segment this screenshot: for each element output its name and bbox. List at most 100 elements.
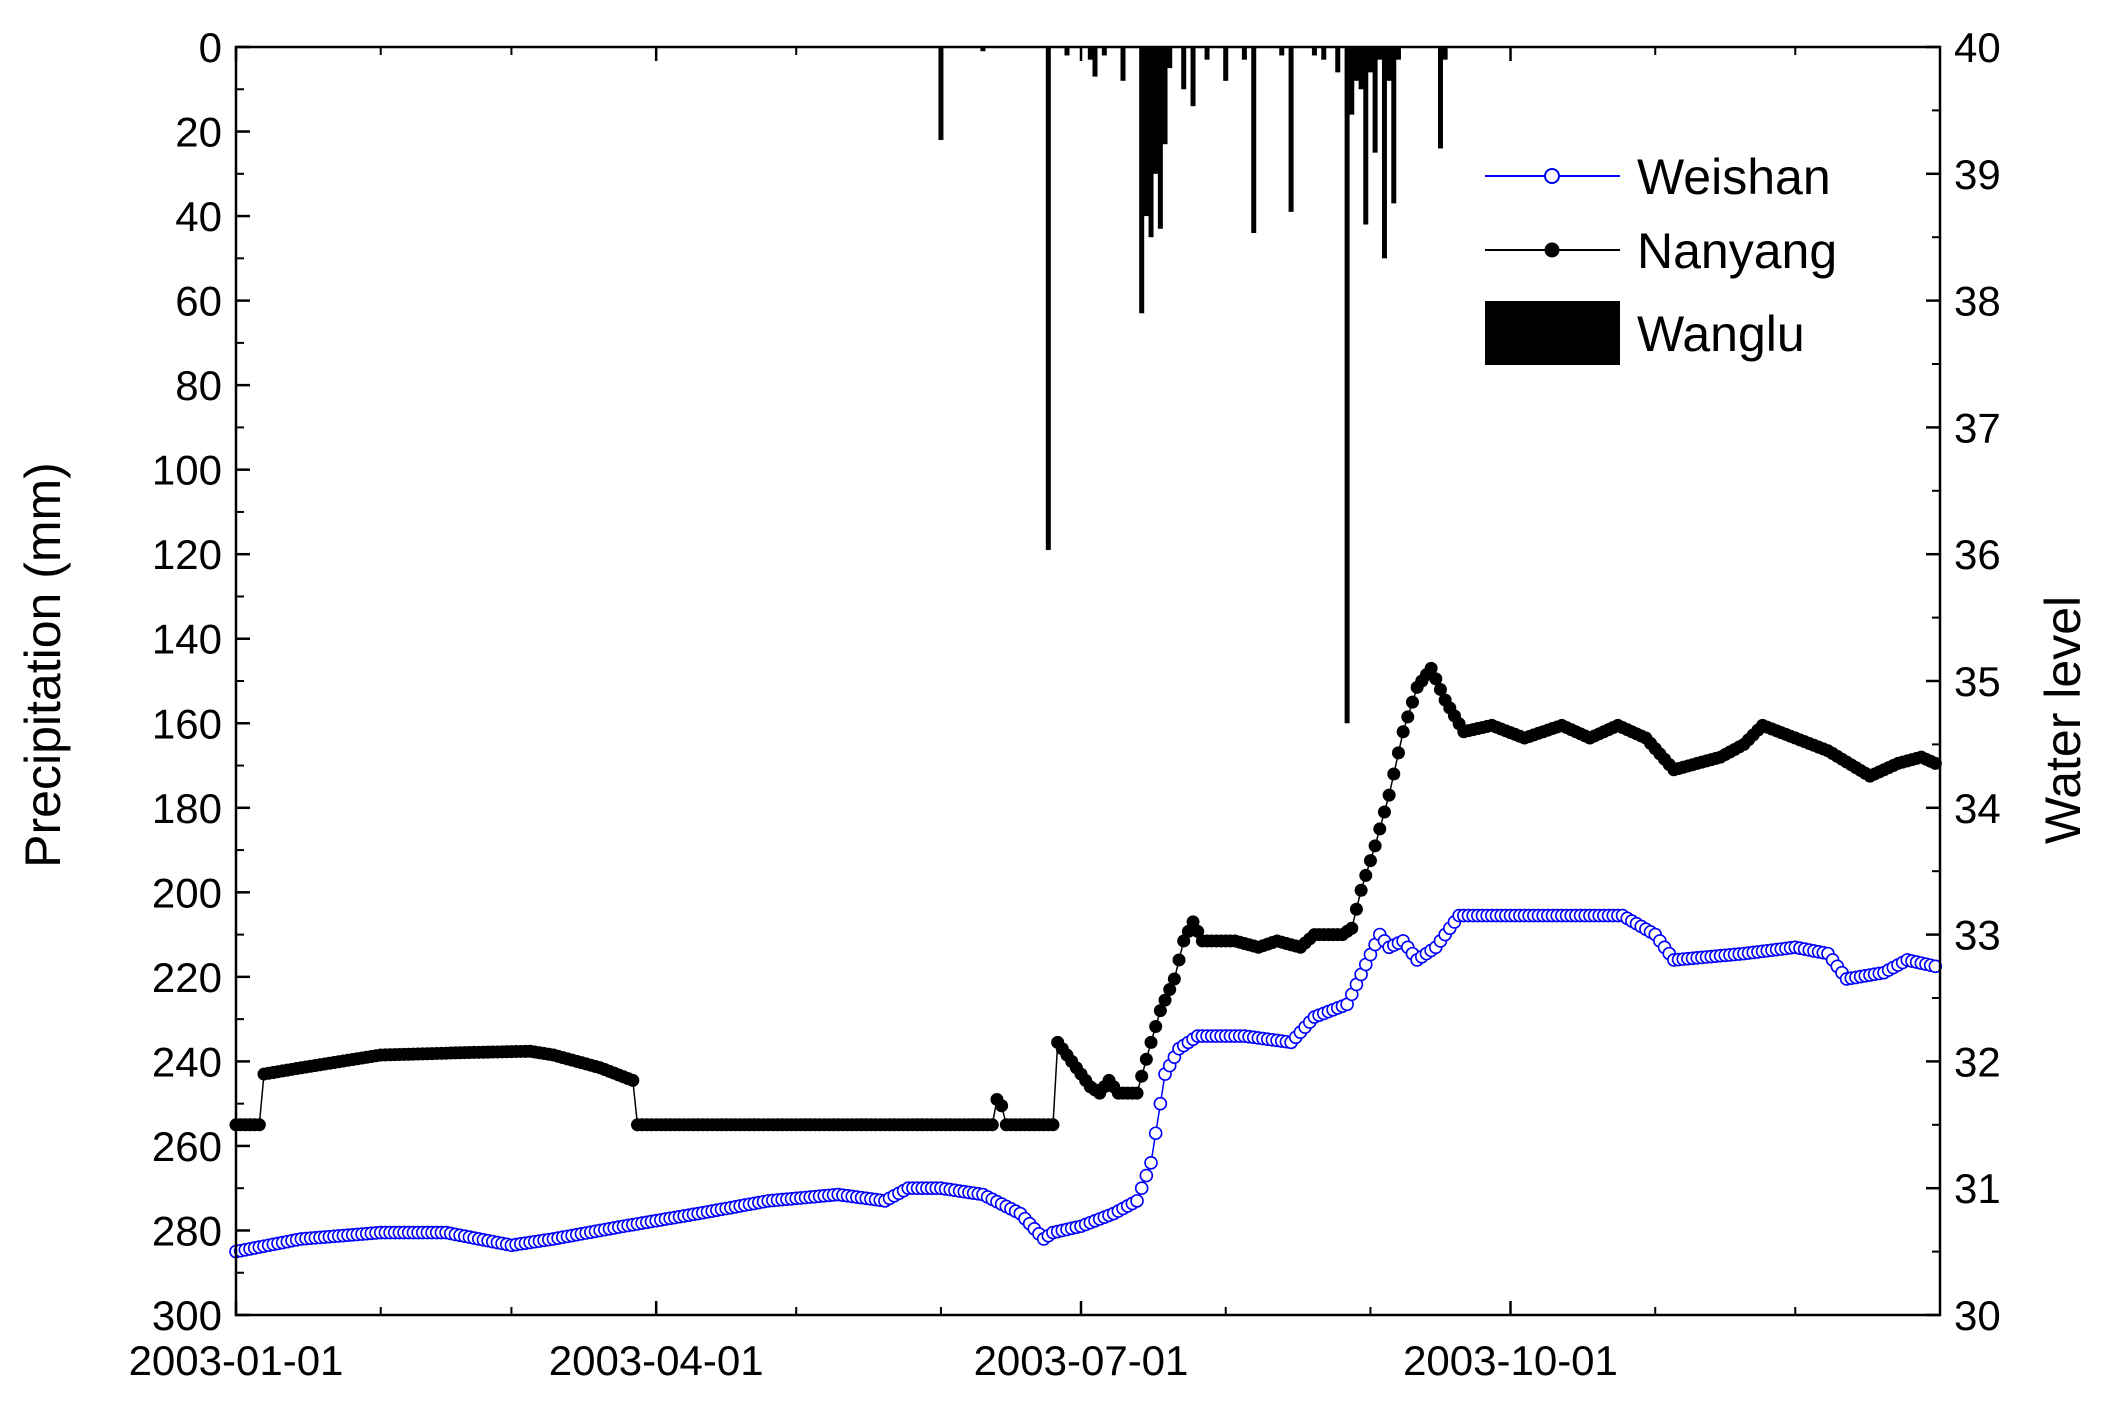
wanglu-bar	[1153, 47, 1159, 174]
nanyang-point	[1172, 953, 1186, 967]
wanglu-bar	[1367, 47, 1373, 73]
weishan-point	[1148, 1126, 1163, 1141]
wanglu-bar	[1442, 47, 1448, 60]
nanyang-point	[1345, 921, 1359, 935]
nanyang-point	[1396, 725, 1410, 739]
nanyang-point	[252, 1118, 266, 1132]
nanyang-point	[1391, 746, 1405, 760]
y-left-tick-label: 180	[152, 785, 222, 832]
nanyang-point	[1429, 672, 1443, 686]
wanglu-bar	[1437, 47, 1443, 149]
wanglu-bars	[938, 47, 1448, 724]
x-tick-label: 2003-04-01	[549, 1337, 764, 1384]
wanglu-bar	[1148, 47, 1154, 238]
wanglu-bar	[1157, 47, 1163, 229]
nanyang-point	[1153, 1004, 1167, 1018]
wanglu-bar	[1372, 47, 1378, 153]
wanglu-bar	[938, 47, 944, 140]
wanglu-bar	[1181, 47, 1187, 90]
nanyang-point	[1349, 902, 1363, 916]
y-left-tick-label: 280	[152, 1207, 222, 1254]
wanglu-bar	[1321, 47, 1327, 60]
nanyang-point	[1373, 822, 1387, 836]
wanglu-bar	[1391, 47, 1397, 204]
y-right-tick-label: 40	[1954, 24, 2001, 71]
nanyang-point	[1382, 788, 1396, 802]
wanglu-bar	[1223, 47, 1229, 81]
y-right-tick-label: 35	[1954, 658, 2001, 705]
nanyang-point	[1149, 1020, 1163, 1034]
weishan-point	[1139, 1168, 1154, 1183]
nanyang-series	[229, 661, 1942, 1132]
wanglu-bar	[1363, 47, 1369, 225]
wanglu-bar	[1204, 47, 1210, 60]
wanglu-bar	[1349, 47, 1355, 115]
y-right-tick-label: 39	[1954, 151, 2001, 198]
y-left-tick-label: 120	[152, 531, 222, 578]
nanyang-point	[1046, 1118, 1060, 1132]
y-left-tick-label: 200	[152, 869, 222, 916]
wanglu-bar	[1377, 47, 1383, 60]
nanyang-point	[1363, 854, 1377, 868]
y-right-tick-label: 38	[1954, 278, 2001, 325]
wanglu-bar	[1335, 47, 1341, 73]
nanyang-point	[1424, 661, 1438, 675]
wanglu-bar	[1190, 47, 1196, 107]
wanglu-bar	[1251, 47, 1257, 233]
y-left-axis-title: Precipitation (mm)	[15, 462, 71, 868]
wanglu-bar	[1087, 47, 1093, 60]
y-left-tick-label: 100	[152, 447, 222, 494]
x-tick-label: 2003-01-01	[129, 1337, 344, 1384]
wanglu-bar	[1167, 47, 1173, 69]
y-right-tick-label: 37	[1954, 404, 2001, 451]
wanglu-bar	[1143, 47, 1149, 217]
wanglu-bar	[1344, 47, 1350, 724]
y-right-tick-label: 34	[1954, 785, 2001, 832]
nanyang-point	[1405, 695, 1419, 709]
y-left-tick-label: 300	[152, 1292, 222, 1339]
nanyang-legend-marker	[1544, 242, 1560, 258]
y-left-tick-label: 240	[152, 1038, 222, 1085]
nanyang-point	[1387, 767, 1401, 781]
y-left-tick-label: 140	[152, 616, 222, 663]
y-right-tick-label: 36	[1954, 531, 2001, 578]
y-right-tick-label: 31	[1954, 1165, 2001, 1212]
nanyang-point	[1354, 883, 1368, 897]
wanglu-bar	[1064, 47, 1070, 56]
wanglu-bar	[1101, 47, 1107, 56]
nanyang-point	[1158, 993, 1172, 1007]
y-left-tick-label: 0	[199, 24, 222, 71]
y-left-tick-label: 260	[152, 1123, 222, 1170]
nanyang-point	[1139, 1052, 1153, 1066]
wanglu-bar	[1381, 47, 1387, 259]
y-left-tick-label: 220	[152, 954, 222, 1001]
weishan-legend-marker	[1544, 168, 1560, 184]
nanyang-point	[1135, 1069, 1149, 1083]
y-right-tick-label: 33	[1954, 912, 2001, 959]
nanyang-point	[1163, 983, 1177, 997]
nanyang-legend-label: Nanyang	[1637, 223, 1837, 279]
y-left-tick-label: 60	[175, 278, 222, 325]
nanyang-point	[995, 1099, 1009, 1113]
nanyang-point	[1167, 972, 1181, 986]
wanglu-legend-swatch	[1485, 301, 1620, 365]
weishan-legend-label: Weishan	[1637, 149, 1831, 205]
y-right-axis-title: Water level	[2035, 596, 2091, 844]
nanyang-point	[626, 1073, 640, 1087]
nanyang-point	[1359, 868, 1373, 882]
wanglu-bar	[1288, 47, 1294, 212]
wanglu-bar	[1092, 47, 1098, 77]
y-right-tick-label: 32	[1954, 1038, 2001, 1085]
nanyang-point	[1130, 1086, 1144, 1100]
wanglu-bar	[1279, 47, 1285, 56]
nanyang-point	[1368, 839, 1382, 853]
wanglu-bar	[1395, 47, 1401, 60]
x-tick-label: 2003-07-01	[974, 1337, 1189, 1384]
weishan-point	[1130, 1194, 1144, 1208]
y-left-tick-label: 20	[175, 109, 222, 156]
wanglu-bar	[1353, 47, 1359, 81]
wanglu-bar	[1120, 47, 1126, 81]
y-left-tick-label: 160	[152, 700, 222, 747]
